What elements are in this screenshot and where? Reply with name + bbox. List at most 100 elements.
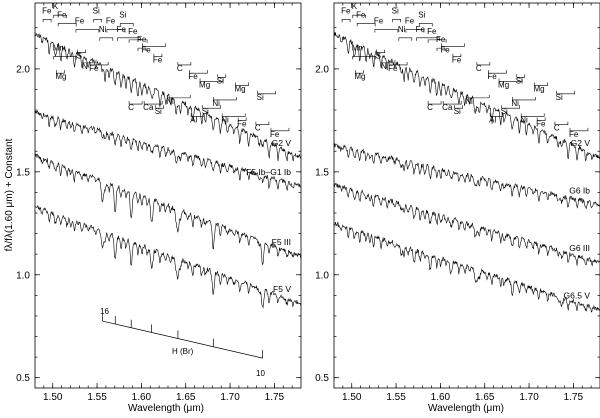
spectrum-trace (333, 221, 600, 313)
line-bracket (355, 70, 364, 74)
line-bracket (99, 37, 114, 41)
element-label: N (381, 62, 387, 71)
line-bracket (255, 121, 270, 125)
line-bracket (189, 70, 208, 74)
element-label: Mg (235, 85, 246, 94)
element-label: Si (556, 93, 563, 102)
element-label: Al (190, 115, 197, 124)
brackett-series-marker: 16 H (Br) 10 (100, 307, 265, 378)
line-bracket (202, 105, 221, 109)
element-label: Ni (166, 97, 174, 106)
line-bracket (441, 43, 465, 47)
spectrum-label: F5 V (273, 284, 291, 294)
line-bracket (427, 101, 442, 105)
line-bracket (53, 14, 68, 19)
element-label: Ca (143, 103, 154, 112)
element-label: Fe (440, 45, 450, 54)
element-label: Si (217, 76, 224, 85)
spectrum-label: F5 III (272, 237, 291, 247)
y-tick-label: 1.0 (16, 270, 30, 281)
line-bracket (376, 49, 385, 53)
element-label: Fe (153, 56, 163, 65)
x-tick-label: 1.70 (519, 392, 539, 403)
right-x-axis-title: Wavelength (μm) (428, 403, 504, 414)
line-bracket (442, 101, 462, 105)
line-bracket (270, 127, 290, 132)
element-label: Fe (57, 10, 67, 19)
line-bracket (498, 78, 523, 82)
line-bracket (520, 113, 545, 117)
x-tick-label: 1.50 (43, 392, 63, 403)
line-bracket (476, 61, 491, 66)
line-bracket (489, 113, 504, 117)
x-tick-label: 1.55 (386, 392, 406, 403)
element-label: Mg (534, 85, 545, 94)
element-label: Fe (427, 27, 437, 36)
element-label: Fe (416, 25, 426, 34)
line-bracket (153, 53, 163, 58)
spectrum-trace (34, 153, 302, 266)
line-bracket (119, 23, 134, 27)
element-label: Si (257, 93, 264, 102)
line-bracket (381, 59, 396, 64)
left-panel: 1.50 1.55 1.60 1.65 1.70 1.75 0.5 1.0 1.5 2.0 G2… (4, 2, 302, 414)
element-label: C (427, 103, 433, 112)
line-bracket (374, 29, 399, 33)
line-bracket (75, 29, 100, 33)
spectrum-label: G2 V (272, 138, 292, 148)
element-label: Ni (398, 25, 406, 34)
element-label: Ni (212, 99, 220, 108)
element-label: Fe (487, 72, 497, 81)
element-label: Fe (270, 130, 280, 139)
spectrum-trace (34, 110, 302, 192)
line-bracket (128, 101, 143, 105)
right-x-ticks: 1.50 1.55 1.60 1.65 1.70 1.75 (342, 3, 592, 403)
element-label: Ni (511, 99, 519, 108)
right-panel: 1.50 1.55 1.60 1.65 1.70 1.75 0.5 1.0 1.5 2.0 G2… (315, 2, 600, 414)
line-bracket (128, 39, 148, 43)
line-bracket (341, 18, 351, 23)
y-tick-label: 2.0 (16, 64, 30, 75)
right-y-ticks: 0.5 1.0 1.5 2.0 (315, 27, 600, 384)
line-bracket (352, 14, 367, 19)
line-bracket (155, 105, 164, 109)
line-bracket (142, 43, 166, 47)
x-tick-label: 1.55 (87, 392, 107, 403)
line-bracket (556, 90, 575, 95)
line-bracket (569, 127, 589, 132)
line-bracket (213, 96, 237, 101)
element-label: Mg (55, 72, 66, 81)
spectrum-label: G6 III (569, 243, 590, 253)
right-plot-frame (333, 2, 600, 389)
line-bracket (436, 47, 446, 52)
element-label: Si (454, 107, 461, 116)
spectrum-label: G6.5 V (564, 290, 591, 300)
element-label: Fe (141, 45, 151, 54)
left-star-labels: G2 V F5 Ib–G1 Ib F5 III F5 V (246, 138, 291, 294)
element-label: Mg (498, 80, 509, 89)
left-plot-frame (34, 2, 302, 389)
element-label: Si (501, 107, 508, 116)
element-label: Ni (465, 97, 473, 106)
element-label: Fe (341, 6, 351, 15)
line-bracket (53, 56, 78, 60)
element-label: Ni (99, 25, 107, 34)
line-bracket (166, 94, 191, 99)
x-tick-label: 1.70 (220, 392, 240, 403)
element-label: Fe (106, 17, 116, 26)
element-label: Si (202, 107, 209, 116)
element-label: Si (155, 107, 162, 116)
x-tick-label: 1.60 (431, 392, 451, 403)
element-label: Al (489, 115, 496, 124)
x-tick-label: 1.65 (176, 392, 196, 403)
line-bracket (106, 29, 126, 33)
element-label: Ni (520, 115, 528, 124)
line-bracket (501, 105, 520, 109)
element-label: K (53, 2, 59, 11)
line-bracket (452, 53, 462, 58)
left-y-ticks: 0.5 1.0 1.5 2.0 (16, 27, 301, 384)
element-label: S (376, 52, 381, 61)
left-x-ticks: 1.50 1.55 1.60 1.65 1.70 1.75 (43, 3, 293, 403)
brackett-end-label: 10 (256, 369, 265, 378)
